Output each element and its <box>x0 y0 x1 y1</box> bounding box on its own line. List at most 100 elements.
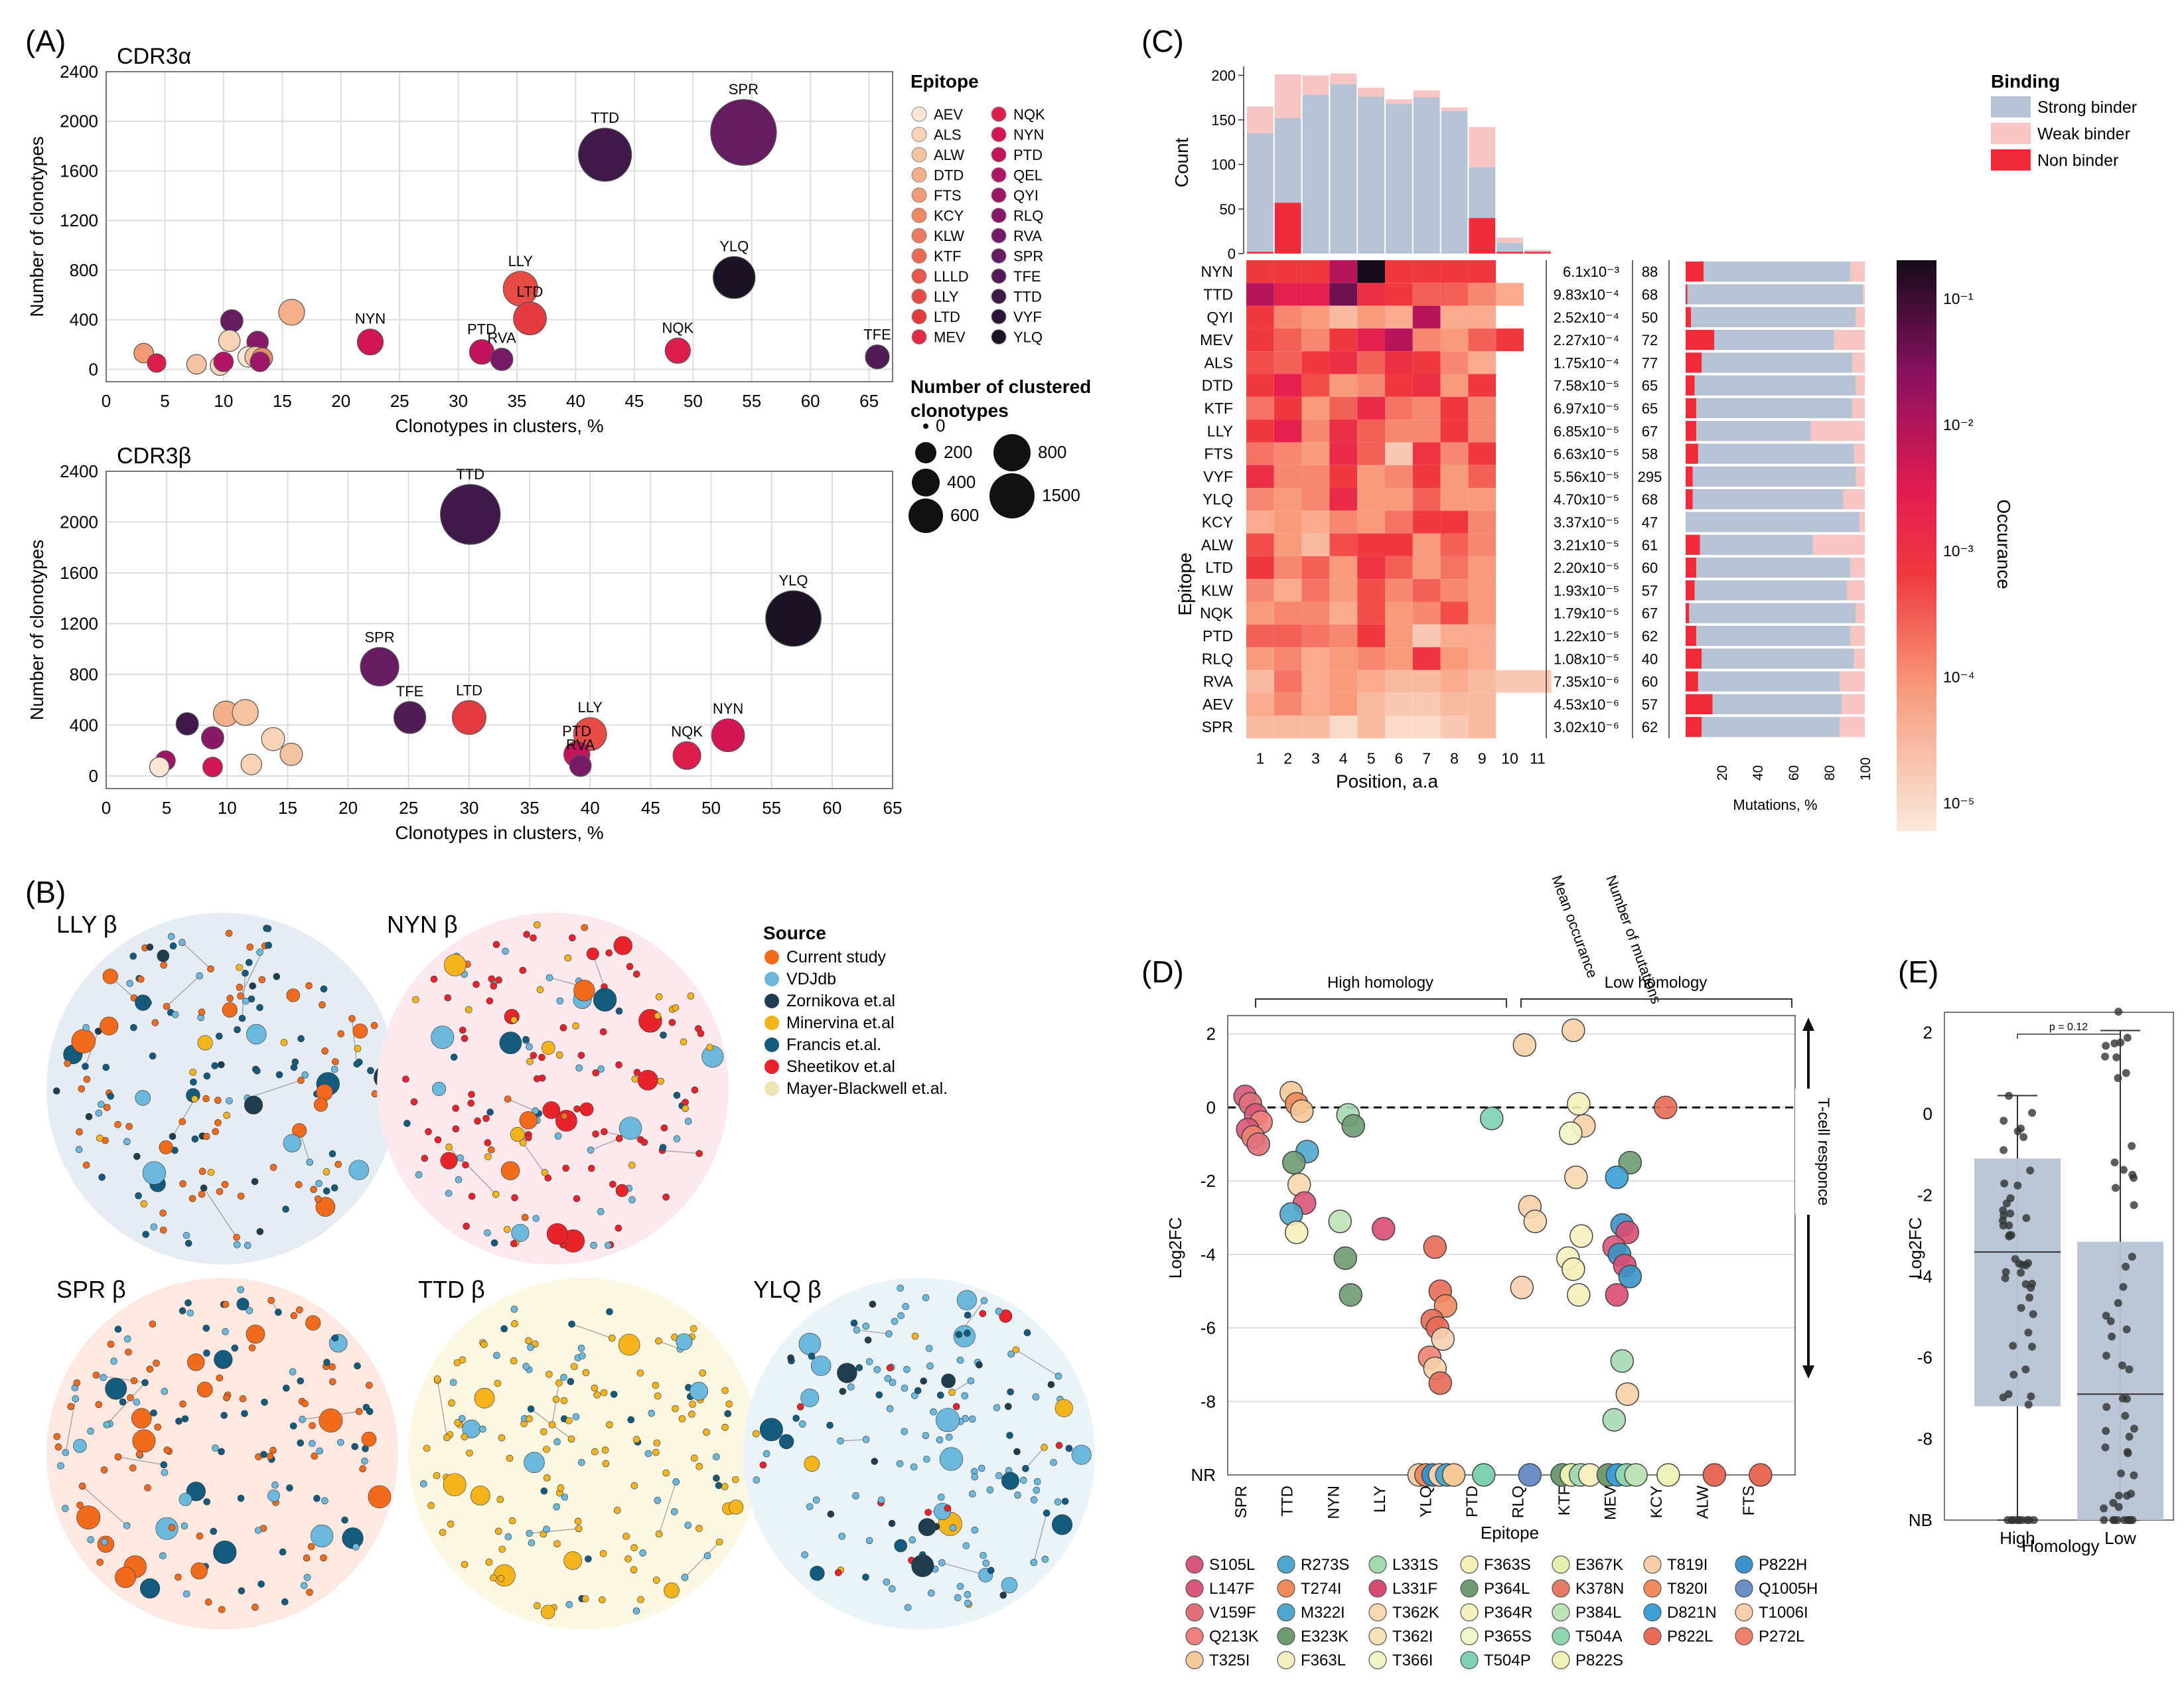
binding-bar-weak <box>1850 625 1865 647</box>
network-node <box>149 1052 157 1060</box>
x-tick-label: 60 <box>822 798 841 818</box>
heatmap-cell <box>1496 374 1524 397</box>
box-point <box>2116 1038 2125 1047</box>
heatmap-cell <box>1524 624 1552 648</box>
network-node <box>605 1241 612 1249</box>
heatmap-cell <box>1412 305 1441 329</box>
network-node <box>971 1473 979 1481</box>
heatmap-cell <box>1385 305 1413 329</box>
network-node <box>342 1527 364 1549</box>
binding-bar-strong <box>1702 649 1854 669</box>
mutation-count-value: 88 <box>1642 264 1658 280</box>
network-node <box>653 1439 661 1447</box>
network-node <box>672 1478 680 1486</box>
legend-swatch <box>911 187 927 203</box>
network-node <box>297 1035 305 1043</box>
point-label: TFE <box>396 683 424 700</box>
box-point <box>2118 1361 2126 1369</box>
mutation-legend-swatch <box>1552 1579 1570 1598</box>
network-node <box>654 1392 662 1400</box>
network-node <box>910 1463 918 1471</box>
mutation-legend-swatch <box>1185 1651 1204 1669</box>
heatmap-cell <box>1301 305 1330 329</box>
mean-occurance-value: 5.56x10⁻⁵ <box>1554 469 1619 485</box>
heatmap-cell <box>1274 465 1302 488</box>
heatmap-cell <box>1412 420 1441 443</box>
binding-bar-strong <box>1694 580 1847 601</box>
box-point <box>2130 1424 2138 1433</box>
network-node <box>993 1404 1001 1411</box>
heatmap-cell <box>1496 692 1524 716</box>
box-body <box>1974 1158 2061 1407</box>
response-point <box>1281 1150 1306 1175</box>
network-node <box>567 1435 575 1443</box>
network-node <box>203 1498 210 1505</box>
network-node <box>909 1536 916 1544</box>
legend-swatch <box>911 127 927 142</box>
heatmap-cell <box>1274 328 1302 352</box>
bracket-low <box>1520 998 1792 1008</box>
x-tick-label: 15 <box>278 798 297 818</box>
network-node <box>197 1035 213 1051</box>
network-node <box>655 1530 663 1538</box>
heatmap-row-label: NYN <box>1201 263 1233 280</box>
network-node <box>361 1457 368 1465</box>
network-node <box>244 1241 252 1249</box>
heatmap-row-label: PTD <box>1202 627 1233 645</box>
network-node <box>305 1315 321 1331</box>
legend-label: VYF <box>1013 309 1042 325</box>
network-node <box>331 1334 339 1342</box>
mutation-legend-label: E367K <box>1575 1556 1623 1574</box>
heatmap-col-label: 8 <box>1450 749 1459 767</box>
x-tick-label: 5 <box>162 798 171 818</box>
scatter-point-a <box>186 354 207 375</box>
heatmap-cell <box>1496 579 1524 602</box>
network-node <box>257 1580 265 1588</box>
network-node <box>800 1389 820 1407</box>
network-node <box>559 1024 567 1032</box>
x-tick-label: 5 <box>160 391 169 411</box>
network-node <box>103 1104 111 1111</box>
legend-label: AEV <box>934 106 963 123</box>
network-node <box>567 1378 575 1385</box>
response-point <box>1602 1408 1627 1432</box>
mutation-legend-label: S105L <box>1209 1556 1255 1574</box>
network-node <box>678 1415 686 1423</box>
heatmap-cell <box>1440 351 1469 374</box>
network-node <box>763 1450 770 1458</box>
response-point <box>1567 1282 1591 1307</box>
network-node <box>897 1284 905 1292</box>
mean-occurance-value: 2.20x10⁻⁵ <box>1554 560 1619 576</box>
network-node <box>494 1379 502 1387</box>
x-axis-label: Epitope <box>1481 1523 1539 1543</box>
binding-bar-non <box>1686 671 1698 692</box>
network-node <box>999 1591 1007 1599</box>
x-tick-label: 35 <box>520 798 540 818</box>
network-node <box>538 1053 546 1061</box>
network-node <box>246 1307 254 1314</box>
network-node <box>691 1086 699 1094</box>
network-node <box>269 1164 277 1171</box>
count-bar-non-binder <box>1469 218 1496 254</box>
network-node <box>499 1032 522 1055</box>
network-node <box>135 1450 143 1458</box>
network-node <box>71 1029 96 1053</box>
binding-bar-strong <box>1702 352 1853 373</box>
box-point <box>2114 1298 2122 1307</box>
binding-legend-swatch <box>1991 123 2031 144</box>
network-node <box>149 1320 157 1328</box>
legend-swatch <box>991 268 1007 284</box>
network-node <box>585 1555 592 1563</box>
y-tick-label: -2 <box>1201 1171 1216 1191</box>
network-node <box>862 1322 870 1330</box>
network-node <box>632 1436 640 1443</box>
network-node <box>543 1525 550 1533</box>
network-node <box>987 1567 995 1575</box>
network-node <box>452 1125 460 1133</box>
heatmap-cell <box>1440 488 1469 511</box>
network-node <box>141 1379 149 1387</box>
network-node <box>62 1505 69 1512</box>
network-node <box>519 966 527 974</box>
network-node <box>207 965 214 972</box>
